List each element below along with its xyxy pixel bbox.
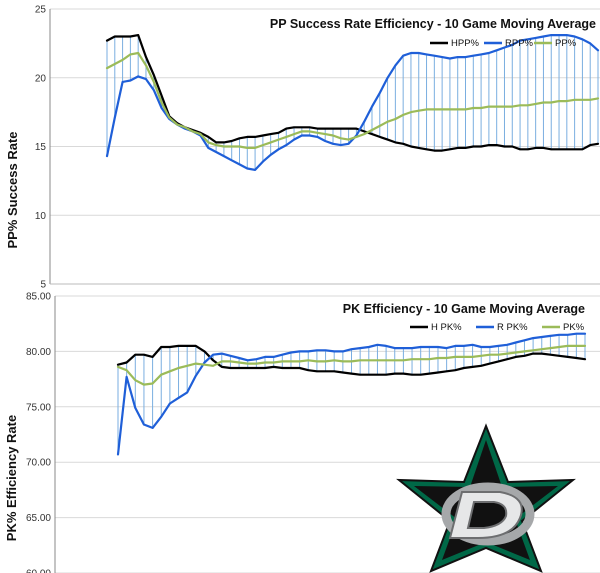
pp-legend-label: PP% — [555, 38, 577, 49]
pp-y-axis-label: PP% Success Rate — [5, 131, 20, 248]
pp-y-tick-labels: 5 10 15 20 25 — [35, 5, 47, 291]
pp-y-tick-label: 10 — [35, 211, 47, 222]
pp-legend-label: HPP% — [451, 38, 480, 49]
pk-y-tick-labels: 60.00 65.00 70.00 75.00 80.00 85.00 — [26, 292, 51, 573]
pk-y-tick-label: 75.00 — [26, 402, 51, 413]
pk-y-tick-label: 85.00 — [26, 292, 51, 303]
pk-efficiency-chart: 60.00 65.00 70.00 75.00 80.00 85.00 PK Effici… — [4, 292, 600, 573]
pp-y-tick-label: 25 — [35, 5, 47, 16]
pk-series-lines — [116, 332, 587, 456]
logo-d-letter — [448, 491, 523, 539]
pk-y-tick-label: 80.00 — [26, 347, 51, 358]
pp-legend-label: RPP% — [505, 38, 534, 49]
pp-series-line-pp- — [105, 51, 600, 149]
pk-y-tick-label: 65.00 — [26, 513, 51, 524]
pp-y-tick-label: 20 — [35, 73, 47, 84]
pk-y-tick-label: 70.00 — [26, 458, 51, 469]
pk-y-tick-label: 60.00 — [26, 569, 51, 573]
pp-y-tick-label: 15 — [35, 142, 47, 153]
pk-y-axis-label: PK% Efficiency Rate — [4, 415, 19, 541]
pp-chart-title: PP Success Rate Efficiency - 10 Game Mov… — [270, 17, 596, 31]
pk-legend-label: R PK% — [497, 322, 528, 333]
pk-chart-title: PK Efficiency - 10 Game Moving Average — [343, 302, 585, 316]
logo-d-ring — [441, 482, 535, 546]
pk-series-line-h-pk- — [116, 344, 587, 376]
pp-efficiency-chart: 5 10 15 20 25 PP Success Rate Efficiency - 1… — [5, 5, 600, 291]
pp-series-line-hpp- — [105, 33, 600, 152]
pp-gridlines — [50, 8, 600, 285]
pk-legend-label: PK% — [563, 322, 585, 333]
pk-series-line-r-pk- — [116, 332, 587, 456]
pp-legend: HPP% RPP% PP% — [430, 38, 577, 49]
dallas-stars-logo — [396, 423, 576, 573]
pp-y-tick-label: 5 — [40, 280, 46, 291]
pk-legend: H PK% R PK% PK% — [410, 322, 585, 333]
pk-legend-label: H PK% — [431, 322, 462, 333]
pk-series-line-pk- — [116, 344, 587, 386]
pp-series-lines — [105, 33, 600, 171]
